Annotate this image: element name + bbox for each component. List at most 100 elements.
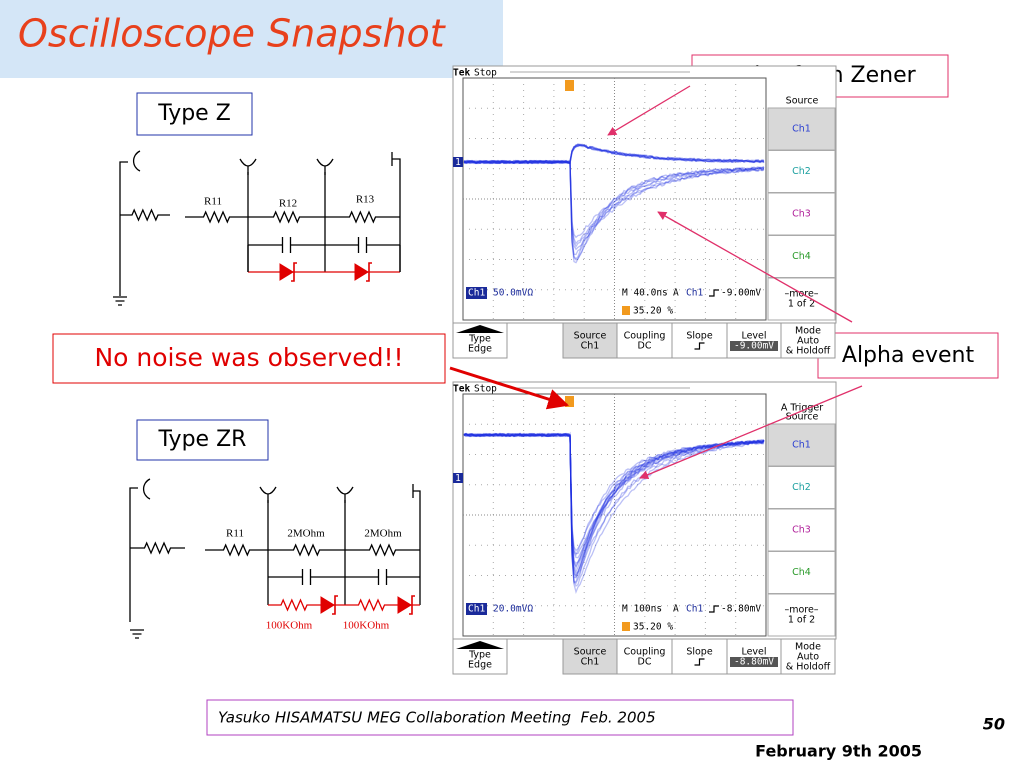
trace xyxy=(463,159,765,264)
citation-box xyxy=(206,699,794,736)
status-position: 35.20 % xyxy=(633,622,673,633)
button-label: Type xyxy=(468,650,491,661)
wire xyxy=(259,486,277,503)
status-channel: Ch1 xyxy=(468,288,485,299)
menu-item-label: Ch4 xyxy=(792,567,811,578)
slope-icon xyxy=(694,658,705,666)
oscilloscope: Tek Stop 1 Ch1 50.0mVΩ M 40.0ns A Ch1 -9.00mV 35.… xyxy=(452,65,837,359)
page-number: 50 xyxy=(983,715,1005,734)
status-trig-channel: Ch1 xyxy=(686,288,703,299)
arrow xyxy=(639,385,863,480)
level-bg xyxy=(730,657,778,667)
wire xyxy=(409,595,415,615)
wire xyxy=(129,487,138,622)
button-label: & Holdoff xyxy=(786,662,831,673)
button-label: Level xyxy=(741,647,766,658)
status-scale: 50.0mVΩ xyxy=(493,288,533,299)
trace xyxy=(463,159,765,245)
status-ch-bg xyxy=(466,603,487,615)
trace xyxy=(463,159,765,251)
menu-more: –more– xyxy=(784,605,818,616)
ch-marker: 1 xyxy=(455,473,461,484)
wire xyxy=(120,208,170,222)
menu-button xyxy=(780,638,836,675)
status-position: 35.20 % xyxy=(633,306,673,317)
callout: Alpha event xyxy=(842,343,975,368)
run-state: Stop xyxy=(474,68,497,79)
button-label: DC xyxy=(638,657,652,668)
wire xyxy=(119,161,128,296)
arrow xyxy=(449,366,570,410)
trace xyxy=(463,432,765,568)
level-bg xyxy=(730,341,778,351)
resistor-label: R12 xyxy=(279,198,297,210)
trace xyxy=(463,159,765,260)
button-label: Auto xyxy=(797,652,819,663)
trace xyxy=(463,432,765,579)
wire xyxy=(336,486,354,503)
resistor-label: R11 xyxy=(226,528,244,540)
ch-marker-bg xyxy=(453,157,463,167)
trace xyxy=(463,144,765,165)
pos-icon xyxy=(622,306,630,315)
title-bg xyxy=(0,0,503,78)
wire xyxy=(205,543,268,557)
menu-item xyxy=(767,508,836,552)
callout: No noise was observed!! xyxy=(94,343,403,372)
menu-item xyxy=(767,551,836,594)
status-scale: 20.0mVΩ xyxy=(493,604,533,615)
menu-more: 1 of 2 xyxy=(788,615,815,626)
wire xyxy=(247,245,401,272)
button-label: Mode xyxy=(795,326,821,337)
wire xyxy=(268,598,320,612)
arrow xyxy=(607,85,691,136)
trace xyxy=(463,143,765,165)
run-state: Stop xyxy=(474,384,497,395)
wire xyxy=(325,237,400,253)
button-label: -9.00mV xyxy=(734,341,774,352)
zener xyxy=(354,263,369,281)
button-label: -8.80mV xyxy=(734,657,774,668)
button-label: Auto xyxy=(797,336,819,347)
oscilloscope: Tek Stop 1 Ch1 20.0mVΩ M 100ns A Ch1 -8.80mV 35.2… xyxy=(452,381,837,675)
trigger-pos xyxy=(565,396,574,407)
wire xyxy=(345,543,420,557)
menu-title: A Trigger xyxy=(781,403,823,414)
menu-button xyxy=(671,322,728,359)
trace xyxy=(463,143,765,165)
pos-icon xyxy=(622,622,630,631)
arrow xyxy=(657,211,853,323)
trace xyxy=(463,143,765,165)
trace xyxy=(463,432,765,574)
resistor-label: 2MOhm xyxy=(364,528,402,540)
wire xyxy=(113,296,127,306)
wire xyxy=(412,484,421,605)
slope-icon xyxy=(709,605,719,613)
status-timebase: M 100ns xyxy=(622,604,662,615)
menu-item-label: Ch1 xyxy=(792,124,811,135)
button-label: Edge xyxy=(468,660,492,671)
trace xyxy=(463,432,765,579)
status-trig-mode: A xyxy=(673,604,679,615)
wire xyxy=(291,262,297,282)
menu-item-label: Ch3 xyxy=(792,209,811,220)
status-timebase: M 40.0ns xyxy=(622,288,668,299)
menu-item-label: Ch1 xyxy=(792,440,811,451)
menu-item xyxy=(767,466,836,509)
zener xyxy=(397,596,412,614)
status-channel: Ch1 xyxy=(468,604,485,615)
button-label: Ch1 xyxy=(581,341,600,352)
resistor-label: 100KOhm xyxy=(266,620,313,632)
menu-item xyxy=(767,107,836,151)
button-label: DC xyxy=(638,341,652,352)
trace xyxy=(463,432,765,585)
slide-title: Oscilloscope Snapshot xyxy=(18,12,447,56)
resistor-label: 2MOhm xyxy=(287,528,325,540)
wire xyxy=(332,595,338,615)
menu-item xyxy=(767,150,836,193)
menu-item xyxy=(767,593,836,637)
date: February 9th 2005 xyxy=(755,742,922,761)
trace xyxy=(463,159,765,248)
button-label: Source xyxy=(574,647,607,658)
